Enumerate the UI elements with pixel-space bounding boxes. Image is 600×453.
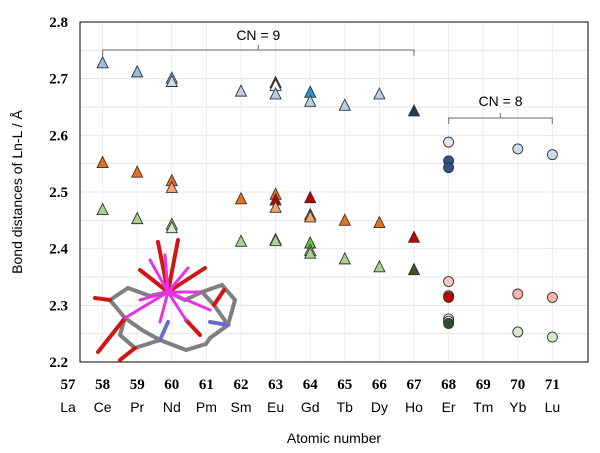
x-tick-number: 68 (441, 377, 456, 393)
x-tick-element: Ce (94, 399, 112, 415)
data-point-circle (443, 318, 455, 329)
plot-frame (79, 21, 589, 363)
data-point-triangle (130, 165, 144, 178)
cn-label: CN = 8 (479, 93, 523, 109)
molecule-structure-illustration (93, 238, 238, 362)
data-point-triangle (407, 103, 421, 117)
x-tick-element: Sm (231, 399, 252, 415)
data-point-triangle (165, 220, 179, 234)
data-point-triangle (269, 233, 282, 247)
data-point-triangle (269, 86, 282, 100)
x-axis-label: Atomic number (287, 430, 381, 446)
x-tick-element: Tm (473, 399, 493, 415)
data-point-triangle (407, 230, 421, 243)
x-tick-element: Dy (371, 399, 388, 415)
y-axis-label: Bond distances of Ln-L / Å (9, 109, 25, 273)
x-tick-number: 57 (61, 377, 77, 393)
data-point-triangle (96, 202, 109, 216)
data-point-triangle (130, 64, 144, 78)
data-point-circle (512, 288, 524, 300)
x-tick-number: 65 (337, 377, 352, 393)
x-tick-element: Tb (337, 399, 354, 415)
x-tick-labels: 57 La 58 Ce 59 Pr 60 Nd 61 Pm 62 Sm 63 Eu 64 Gd 65 Tb 66 Dy… (60, 377, 560, 415)
data-point-triangle (303, 246, 317, 259)
data-point-circle (546, 291, 558, 303)
data-point-triangle (303, 209, 317, 223)
data-point-triangle (373, 86, 386, 100)
x-tick-number: 60 (164, 377, 179, 393)
data-point-triangle (338, 213, 352, 226)
x-tick-number: 62 (234, 377, 249, 393)
x-tick-number: 63 (268, 377, 283, 393)
cn-label: CN = 9 (236, 27, 280, 43)
x-tick-number: 61 (199, 377, 214, 393)
x-tick-number: 66 (372, 377, 388, 393)
x-tick-number: 69 (476, 377, 491, 393)
data-point-circle (443, 291, 455, 303)
x-tick-number: 59 (130, 377, 145, 393)
data-point-triangle (130, 211, 144, 225)
data-point-circle (512, 143, 524, 155)
grid-lines (80, 22, 588, 362)
y-tick-label: 2.4 (49, 242, 68, 258)
data-point-triangle (165, 180, 179, 193)
x-tick-element: La (60, 399, 76, 415)
data-point-triangle (303, 190, 317, 204)
x-tick-number: 58 (95, 377, 110, 393)
x-tick-element: Pr (130, 399, 144, 415)
data-point-triangle (234, 191, 248, 205)
data-point-triangle (303, 94, 317, 107)
data-point-circle (443, 276, 455, 287)
x-tick-element: Ho (405, 399, 423, 415)
data-point-triangle (269, 200, 282, 213)
x-tick-element: Gd (301, 399, 320, 415)
y-tick-label: 2.2 (49, 355, 68, 371)
x-tick-number: 64 (303, 377, 319, 393)
data-point-triangle (96, 155, 109, 168)
y-tick-label: 2.7 (49, 72, 68, 88)
data-point-triangle (234, 84, 248, 97)
x-tick-element: Eu (267, 399, 284, 415)
data-points (96, 55, 558, 343)
y-tick-labels: 2.8 2.7 2.6 2.5 2.4 2.3 2.2 (49, 15, 68, 371)
x-tick-element: Er (442, 399, 456, 415)
cn-bracket (447, 113, 554, 124)
y-tick-label: 2.6 (49, 128, 68, 144)
data-point-triangle (373, 259, 386, 273)
cn-annotations: CN = 9 CN = 8 (101, 27, 554, 124)
x-tick-number: 67 (407, 377, 423, 393)
data-point-triangle (234, 234, 248, 247)
data-point-triangle (338, 98, 352, 111)
x-tick-number: 71 (545, 377, 560, 393)
y-tick-label: 2.5 (49, 185, 68, 201)
y-tick-label: 2.8 (49, 15, 68, 31)
x-tick-element: Yb (509, 399, 526, 415)
cn-bracket (101, 45, 415, 56)
data-point-triangle (165, 74, 179, 87)
data-point-circle (443, 162, 455, 174)
data-point-circle (546, 331, 558, 343)
data-point-triangle (373, 215, 386, 229)
data-point-triangle (338, 251, 352, 265)
y-tick-label: 2.3 (49, 298, 68, 314)
x-tick-element: Lu (545, 399, 561, 415)
data-point-triangle (96, 55, 109, 69)
x-tick-element: Pm (196, 399, 217, 415)
data-point-triangle (407, 262, 421, 276)
data-point-circle (443, 136, 455, 148)
x-tick-number: 70 (510, 377, 525, 393)
data-point-circle (512, 326, 524, 338)
data-point-circle (546, 149, 558, 161)
x-tick-element: Nd (163, 399, 181, 415)
